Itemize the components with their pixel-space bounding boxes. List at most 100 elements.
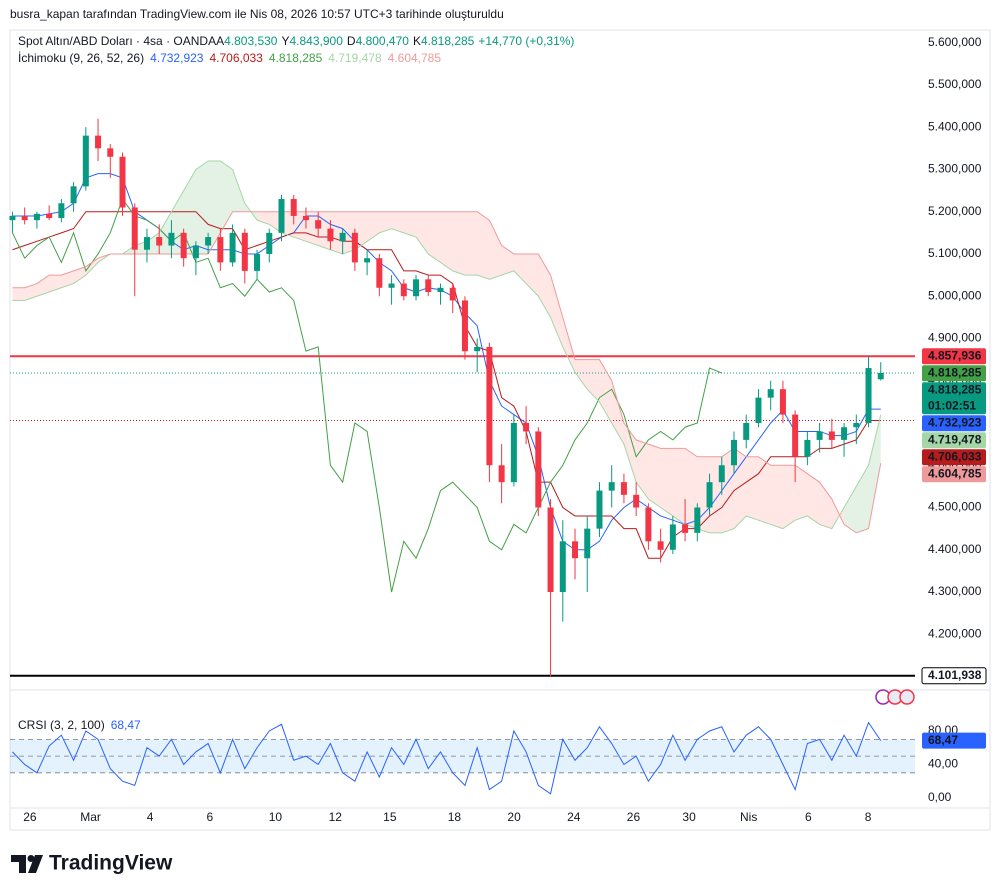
price-tag (922, 466, 986, 483)
price-pane: 4.200,000 4.300,000 4.400,000 4.500,000 4.60… (9, 34, 987, 824)
candle-body (33, 213, 40, 221)
price-tag (921, 667, 987, 685)
price-tag (922, 449, 986, 466)
cloud-segment (526, 253, 539, 297)
candle-body (413, 279, 420, 297)
candle-body (498, 465, 505, 483)
candle-body (523, 423, 530, 432)
cloud-segment (403, 211, 417, 238)
candle-body (486, 346, 493, 466)
cloud-segment (24, 283, 37, 301)
ichimoku-line (12, 160, 882, 534)
price-tag (922, 365, 986, 382)
cloud-segment (208, 161, 221, 254)
candle-body (192, 245, 199, 259)
candle-body (547, 507, 554, 593)
cloud-segment (489, 220, 502, 280)
cloud-segment (575, 359, 588, 390)
logo-mark (27, 855, 35, 862)
candle-body (731, 439, 737, 466)
candle-body (229, 232, 236, 263)
cloud-segment (770, 465, 783, 529)
candle-body (327, 228, 334, 242)
candle-body (315, 220, 322, 229)
candle-body (388, 283, 395, 288)
legend-line: Spot Altın/ABD Doları · 4sa · OANDAA4.80… (18, 34, 574, 48)
price-tag (922, 432, 986, 449)
cloud-segment (782, 465, 796, 529)
candle-body (608, 482, 615, 491)
candle-body (168, 232, 175, 246)
candle-body (755, 397, 762, 423)
candle-body (95, 135, 102, 149)
candle-body (877, 373, 884, 380)
y-tick-label: 5.200,000 (928, 204, 982, 218)
candle-body (82, 135, 89, 187)
legend-key: A (216, 34, 224, 48)
logo-mark (11, 855, 26, 873)
candle-body (657, 541, 664, 550)
cloud-segment (61, 270, 74, 288)
candle-body (841, 427, 848, 440)
y-tick-label: 5.400,000 (928, 119, 982, 133)
cloud-segment (12, 287, 25, 301)
cloud-segment (464, 211, 478, 276)
cloud-segment (844, 486, 857, 533)
legend-value: 4.800,470 (356, 34, 410, 48)
cloud-segment (599, 359, 612, 423)
y-tick-label: 5.500,000 (928, 77, 982, 91)
x-tick-label: 18 (448, 810, 462, 824)
cloud-segment (660, 448, 673, 516)
candle-body (266, 232, 273, 254)
candle-body (290, 199, 297, 216)
logo: TradingView (11, 852, 173, 875)
candle-body (376, 258, 383, 288)
candle-body (339, 232, 346, 242)
cloud-segment (367, 211, 380, 242)
cloud-segment (672, 448, 686, 525)
indicator-value: 4.732,923 (150, 51, 204, 65)
indicator-value: 68,47 (111, 718, 141, 732)
cloud-segment (354, 211, 368, 250)
cloud-segment (220, 161, 233, 233)
x-tick-label: 10 (269, 810, 283, 824)
candle-body (645, 507, 652, 542)
cloud-segment (807, 473, 820, 525)
price-tag-label: 4.101,938 (928, 668, 982, 682)
price-tag-label: 4.604,785 (928, 466, 982, 480)
price-tag-label: 01:02:51 (928, 398, 976, 412)
x-tick-label: 26 (23, 810, 37, 824)
x-tick-label: 12 (329, 810, 343, 824)
candle-body (865, 368, 872, 423)
cloud-segment (269, 211, 282, 233)
cloud-segment (342, 211, 355, 254)
legend-change: +14,770 (+0,31%) (478, 34, 574, 48)
x-tick-label: 20 (507, 810, 521, 824)
cloud-segment (159, 211, 172, 254)
legend-line: CRSI (3, 2, 100) 68,47 (18, 718, 141, 732)
candle-body (425, 279, 432, 292)
candle-body (743, 423, 750, 440)
cloud-segment (232, 169, 245, 212)
cloud-segment (587, 359, 600, 402)
caption: busra_kapan tarafından TradingView.com i… (10, 7, 504, 21)
y-tick-label: 4.500,000 (928, 500, 982, 514)
candle-body (669, 524, 676, 550)
x-tick-label: 6 (805, 810, 812, 824)
y-tick-label: 40,00 (928, 757, 958, 771)
indicator-title: İchimoku (9, 26, 52, 26) (18, 51, 144, 65)
price-tag-label: 4.818,285 (928, 382, 982, 396)
candle-body (241, 232, 248, 271)
cloud-segment (758, 456, 771, 525)
candle-body (816, 431, 823, 440)
candle-body (254, 253, 261, 271)
cloud-segment (379, 211, 392, 233)
cloud-segment (391, 211, 404, 233)
cloud-segment (550, 275, 563, 347)
x-tick-label: 8 (865, 810, 872, 824)
event-icons (875, 689, 915, 705)
y-tick-label: 5.100,000 (928, 246, 982, 260)
candle-body (205, 237, 212, 246)
y-tick-label: 4.200,000 (928, 626, 982, 640)
candle-body (437, 287, 444, 292)
